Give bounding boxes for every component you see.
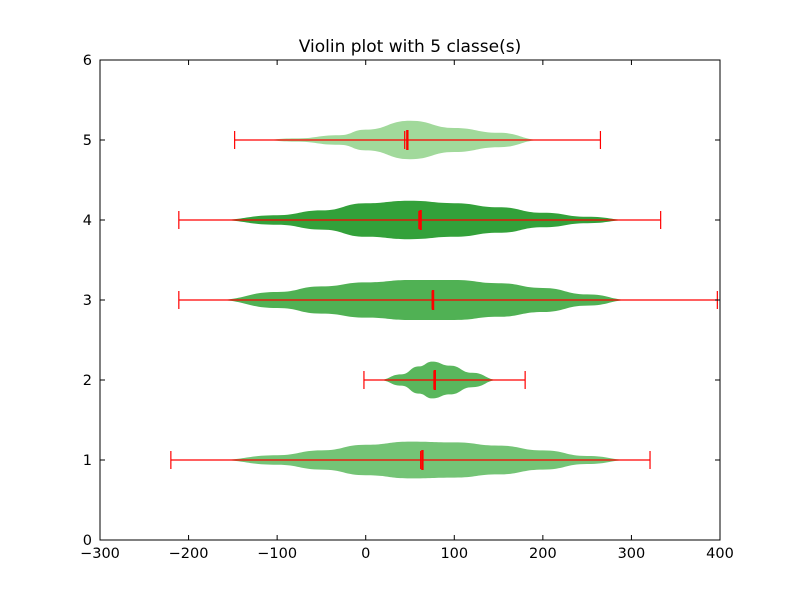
ticks-layer: −300 −200 −100 0 100 200 300 400 0 1 2 3 4 5 6 [80,53,734,562]
x-tick-label: −100 [257,546,297,562]
y-tick-label: 0 [83,533,92,549]
x-tick-label: 200 [529,546,557,562]
x-tick-label: 300 [618,546,646,562]
y-tick-label: 5 [83,133,92,149]
chart-title: Violin plot with 5 classe(s) [299,37,521,57]
y-tick-label: 2 [83,373,92,389]
x-tick-label: 100 [440,546,468,562]
stats-layer [170,130,718,470]
x-tick-label: 0 [361,546,370,562]
x-tick-label: 400 [706,546,734,562]
y-tick-label: 1 [83,453,92,469]
x-tick-label: −200 [169,546,209,562]
y-tick-label: 3 [83,293,92,309]
y-tick-label: 6 [83,53,92,69]
x-tick-label: −300 [80,546,120,562]
y-tick-label: 4 [83,213,92,229]
